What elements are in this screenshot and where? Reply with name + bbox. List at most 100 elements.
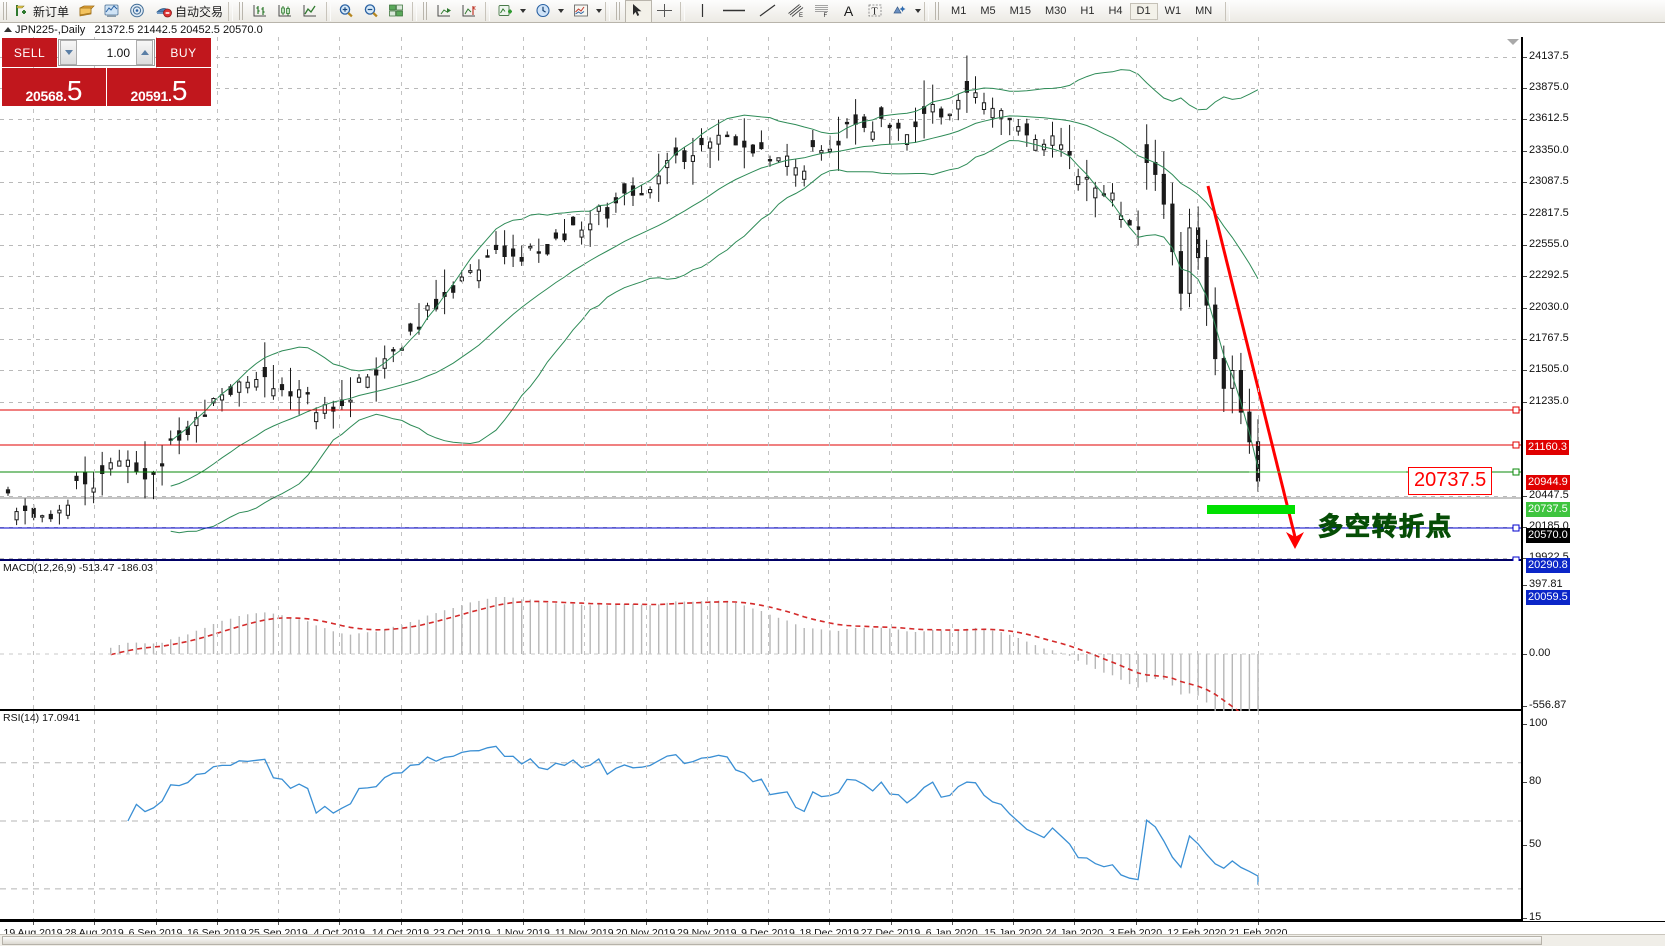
time-tick — [768, 922, 769, 925]
price-level-label[interactable]: 20059.5 — [1526, 590, 1570, 605]
market-watch-button[interactable] — [100, 1, 125, 22]
timeframe-mn-button[interactable]: MN — [1195, 4, 1213, 17]
line-chart-button[interactable] — [298, 1, 323, 22]
line-chart-icon — [302, 3, 319, 20]
collapse-triangle-icon[interactable] — [4, 27, 12, 32]
timeframe-m5-button[interactable]: M5 — [980, 4, 996, 17]
time-tick — [1074, 922, 1076, 925]
timeframe-m15-button[interactable]: M15 — [1009, 4, 1031, 17]
volume-increment-button[interactable] — [136, 40, 153, 65]
grid-line-vertical — [33, 561, 34, 709]
price-tick-label: 23087.5 — [1529, 174, 1569, 187]
buy-price-separator: . — [167, 88, 172, 104]
chart-container[interactable]: MACD(12,26,9) -513.47 -186.03 RSI(14) 17… — [0, 37, 1665, 946]
scroll-up-indicator-icon[interactable] — [1507, 39, 1519, 45]
rsi-tick-label: 50 — [1529, 838, 1542, 850]
chart-shift-button[interactable] — [457, 1, 482, 22]
candlestick-chart-button[interactable] — [273, 1, 298, 22]
timeframe-d1-button[interactable]: D1 — [1129, 2, 1158, 20]
cursor-button[interactable] — [625, 0, 653, 23]
toolbar-divider-4 — [485, 1, 491, 21]
auto-scroll-button[interactable] — [432, 1, 457, 22]
vertical-line-button[interactable] — [688, 1, 716, 22]
grid-line-vertical — [951, 561, 953, 709]
macd-pane[interactable]: MACD(12,26,9) -513.47 -186.03 — [0, 561, 1521, 711]
fibonacci-button[interactable]: F — [809, 1, 834, 22]
price-axis[interactable]: 24137.5 23875.0 23612.5 23350.0 23087.5 22817… — [1521, 37, 1665, 939]
price-level-label[interactable]: 21160.3 — [1526, 440, 1569, 455]
grid-line-vertical — [1074, 561, 1076, 709]
profiles-button[interactable] — [75, 1, 100, 22]
sell-price-display[interactable]: 20568 . 5 — [2, 68, 106, 106]
toolbar-grip-5[interactable] — [935, 2, 942, 20]
toolbar-grip-3[interactable] — [423, 2, 430, 20]
zoom-out-button[interactable] — [359, 1, 384, 22]
price-level-label[interactable]: 20570.0 — [1526, 528, 1570, 543]
volume-decrement-button[interactable] — [60, 40, 77, 65]
text-label-button[interactable]: T — [863, 1, 888, 22]
grid-line-vertical — [155, 711, 157, 919]
price-tick-label: 23875.0 — [1529, 81, 1569, 94]
chevron-down-icon-indicators[interactable] — [520, 9, 527, 13]
price-level-label[interactable]: 20944.9 — [1526, 475, 1570, 490]
chart-ohlc: 21372.5 21442.5 20452.5 20570.0 — [94, 24, 263, 36]
grid-line-horizontal — [0, 150, 1521, 152]
clock-icon — [535, 3, 552, 20]
price-level-label[interactable]: 20737.5 — [1526, 502, 1570, 517]
price-tick-label: 24137.5 — [1529, 50, 1569, 62]
volume-field[interactable]: 1.00 — [58, 39, 155, 66]
buy-price-display[interactable]: 20591 . 5 — [107, 68, 211, 106]
scrollbar-thumb[interactable] — [2, 936, 1542, 945]
toolbar-grip[interactable] — [3, 2, 9, 20]
horizontal-line-button[interactable] — [716, 1, 752, 22]
price-level-label[interactable]: 20290.8 — [1526, 558, 1570, 573]
horizontal-scrollbar[interactable] — [0, 934, 1665, 946]
chevron-down-icon-shapes[interactable] — [915, 9, 922, 13]
grid-line-horizontal — [0, 338, 1521, 340]
grid-line-vertical — [339, 561, 341, 709]
toolbar-grip-4[interactable] — [616, 2, 623, 20]
navigator-button[interactable] — [125, 1, 150, 22]
time-tick — [278, 922, 279, 925]
toolbar-grip-2[interactable] — [239, 2, 246, 20]
chevron-down-icon-templates[interactable] — [596, 9, 603, 13]
volume-value[interactable]: 1.00 — [106, 45, 130, 60]
price-plot — [0, 55, 1521, 561]
bar-chart-button[interactable] — [248, 1, 273, 22]
equidistant-channel-button[interactable]: E — [784, 1, 809, 22]
templates-button[interactable] — [569, 1, 594, 22]
grid-line-horizontal — [0, 369, 1521, 371]
zoom-in-button[interactable] — [334, 1, 359, 22]
price-pane[interactable] — [0, 37, 1521, 561]
one-click-trading-panel[interactable]: SELL 1.00 BUY 20568 . 5 20591 . 5 — [2, 38, 211, 106]
price-tick-label: 22030.0 — [1529, 300, 1569, 313]
grid-line-vertical — [829, 37, 831, 559]
grid-line-vertical — [339, 711, 341, 919]
text-button[interactable]: A — [834, 1, 863, 22]
grid-line-vertical — [768, 711, 769, 919]
buy-button[interactable]: BUY — [156, 38, 211, 67]
rsi-pane[interactable]: RSI(14) 17.0941 — [0, 711, 1521, 921]
timeframe-w1-button[interactable]: W1 — [1164, 4, 1182, 17]
sell-button[interactable]: SELL — [2, 38, 57, 67]
timeframe-h4-button[interactable]: H4 — [1108, 4, 1123, 17]
time-tick — [1013, 922, 1014, 925]
grid-line-vertical — [890, 37, 892, 559]
chevron-down-icon-periods[interactable] — [558, 9, 565, 13]
crosshair-button[interactable] — [652, 1, 677, 22]
rsi-tick-label: 80 — [1529, 775, 1542, 787]
trendline-button[interactable] — [752, 1, 784, 22]
indicators-button[interactable] — [493, 1, 518, 22]
autotrading-button[interactable]: 自动交易 — [154, 1, 225, 22]
timeframe-m1-button[interactable]: M1 — [951, 4, 967, 17]
grid-line-vertical — [216, 561, 218, 709]
periods-button[interactable] — [531, 1, 556, 22]
shapes-button[interactable] — [888, 1, 913, 22]
new-order-button[interactable]: 新订单 — [12, 1, 71, 22]
svg-text:E: E — [799, 13, 803, 18]
grid-line-horizontal — [0, 88, 1521, 90]
tile-windows-button[interactable] — [384, 1, 409, 22]
new-order-label: 新订单 — [33, 4, 70, 19]
timeframe-h1-button[interactable]: H1 — [1080, 4, 1095, 17]
timeframe-m30-button[interactable]: M30 — [1045, 4, 1067, 17]
